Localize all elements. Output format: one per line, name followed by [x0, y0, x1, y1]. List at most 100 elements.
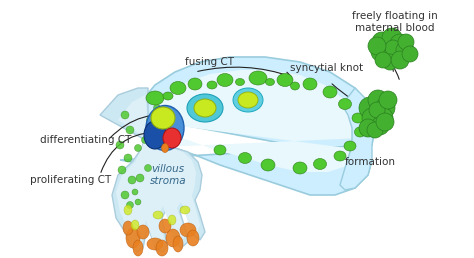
Ellipse shape [124, 205, 132, 215]
Ellipse shape [188, 78, 202, 90]
Ellipse shape [159, 219, 171, 233]
Ellipse shape [156, 240, 168, 256]
Ellipse shape [123, 221, 133, 235]
Ellipse shape [173, 236, 183, 252]
Circle shape [369, 102, 385, 118]
Ellipse shape [153, 211, 163, 219]
Ellipse shape [151, 107, 175, 129]
Ellipse shape [338, 99, 352, 109]
Ellipse shape [261, 159, 275, 171]
Ellipse shape [277, 74, 293, 86]
Ellipse shape [233, 88, 263, 112]
Text: syncytial knot: syncytial knot [290, 63, 363, 73]
Ellipse shape [135, 199, 141, 205]
Circle shape [368, 37, 386, 55]
Ellipse shape [128, 176, 136, 184]
Ellipse shape [355, 127, 365, 137]
Circle shape [362, 108, 382, 128]
Polygon shape [142, 70, 362, 172]
Polygon shape [340, 88, 375, 190]
Ellipse shape [168, 215, 176, 225]
Ellipse shape [131, 220, 139, 230]
Circle shape [375, 52, 391, 68]
Circle shape [376, 113, 394, 131]
Polygon shape [100, 88, 205, 252]
Ellipse shape [116, 141, 124, 149]
Ellipse shape [249, 71, 267, 85]
Ellipse shape [217, 74, 233, 86]
Circle shape [388, 44, 408, 64]
Ellipse shape [132, 189, 138, 195]
Ellipse shape [124, 154, 132, 162]
Ellipse shape [194, 99, 216, 117]
Ellipse shape [154, 104, 161, 111]
Circle shape [385, 40, 401, 56]
Text: proliferating CT: proliferating CT [30, 175, 111, 185]
Ellipse shape [180, 206, 190, 214]
Ellipse shape [352, 113, 364, 123]
Text: villous
stroma: villous stroma [150, 164, 186, 186]
Ellipse shape [344, 141, 356, 151]
Ellipse shape [293, 162, 307, 174]
Circle shape [371, 117, 389, 135]
Ellipse shape [163, 92, 173, 100]
Ellipse shape [166, 229, 180, 247]
Circle shape [372, 32, 392, 52]
Circle shape [371, 107, 393, 129]
Ellipse shape [187, 230, 199, 246]
Ellipse shape [137, 225, 149, 239]
Ellipse shape [238, 92, 258, 108]
Polygon shape [116, 95, 200, 248]
Circle shape [391, 51, 409, 69]
Ellipse shape [146, 91, 164, 105]
Ellipse shape [163, 128, 181, 148]
Ellipse shape [121, 111, 129, 119]
Circle shape [359, 119, 377, 137]
Circle shape [375, 98, 395, 118]
Ellipse shape [126, 228, 140, 248]
Ellipse shape [118, 166, 126, 174]
Ellipse shape [146, 106, 184, 150]
Ellipse shape [127, 201, 134, 208]
Ellipse shape [236, 78, 245, 85]
Text: freely floating in
maternal blood: freely floating in maternal blood [352, 11, 438, 33]
Ellipse shape [162, 143, 168, 152]
Circle shape [367, 122, 383, 138]
Circle shape [382, 28, 402, 48]
Circle shape [368, 90, 388, 110]
Ellipse shape [147, 238, 163, 250]
Ellipse shape [170, 82, 186, 94]
Ellipse shape [214, 145, 226, 155]
Ellipse shape [313, 158, 327, 170]
Ellipse shape [135, 144, 142, 151]
Circle shape [390, 34, 410, 54]
Ellipse shape [334, 151, 346, 161]
Circle shape [359, 97, 381, 119]
Circle shape [396, 41, 414, 59]
Ellipse shape [144, 121, 166, 149]
Ellipse shape [180, 223, 196, 237]
Ellipse shape [142, 136, 148, 143]
Circle shape [402, 46, 418, 62]
Ellipse shape [265, 78, 274, 85]
Ellipse shape [126, 126, 134, 134]
Ellipse shape [133, 240, 143, 256]
Text: differentiating CT: differentiating CT [40, 135, 131, 145]
Circle shape [371, 43, 389, 61]
Ellipse shape [121, 191, 129, 199]
Ellipse shape [136, 174, 144, 182]
Ellipse shape [238, 152, 252, 164]
Circle shape [398, 34, 414, 50]
Polygon shape [120, 57, 375, 195]
Ellipse shape [146, 117, 154, 124]
Ellipse shape [187, 94, 223, 122]
Circle shape [378, 47, 398, 67]
Ellipse shape [291, 82, 300, 90]
Ellipse shape [207, 81, 217, 89]
Ellipse shape [323, 86, 337, 98]
Text: formation: formation [345, 157, 396, 167]
Ellipse shape [303, 78, 317, 90]
Text: fusing CT: fusing CT [185, 57, 234, 67]
Circle shape [379, 91, 397, 109]
Ellipse shape [145, 165, 152, 172]
